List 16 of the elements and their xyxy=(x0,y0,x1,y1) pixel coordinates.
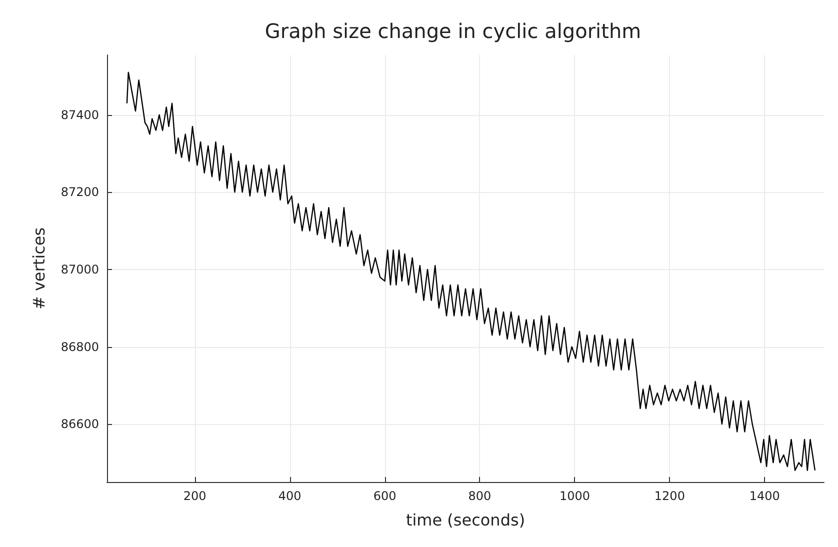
y-tick-label: 86800 xyxy=(60,340,99,354)
x-tick-label: 200 xyxy=(183,489,206,503)
line-series xyxy=(126,72,816,472)
x-tick-label: 600 xyxy=(373,489,396,503)
y-tick-label: 87400 xyxy=(60,108,99,122)
y-tick-label: 87000 xyxy=(60,262,99,276)
chart-title: Graph size change in cyclic algorithm xyxy=(264,19,642,43)
x-tick-label: 1200 xyxy=(654,489,685,503)
x-tick-label: 1400 xyxy=(749,489,780,503)
y-axis-title: # vertices xyxy=(30,227,48,310)
x-tick-label: 1000 xyxy=(559,489,590,503)
x-axis-title: time (seconds) xyxy=(406,510,526,530)
x-tick-label: 400 xyxy=(278,489,302,503)
y-tick-label: 86600 xyxy=(60,417,99,432)
x-tick-label: 800 xyxy=(468,489,492,503)
y-tick-label: 87200 xyxy=(60,185,99,200)
